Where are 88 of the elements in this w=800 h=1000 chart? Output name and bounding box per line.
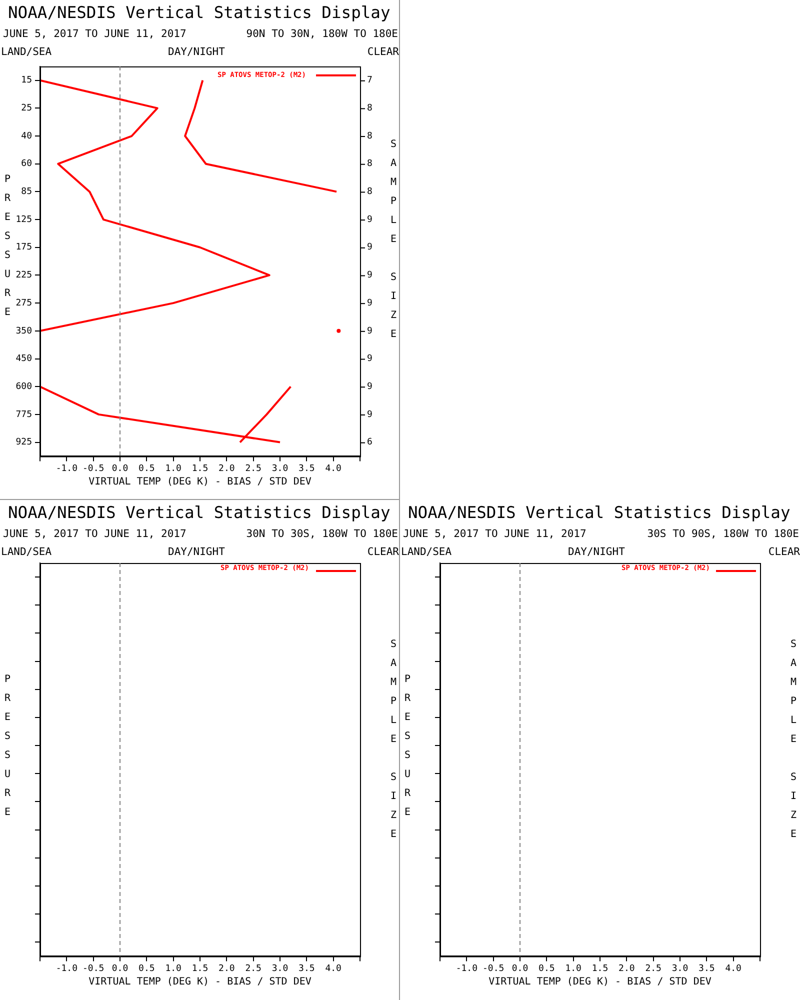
text: 7 xyxy=(367,76,372,86)
x-tick-label: 2.0 xyxy=(218,464,235,474)
x-tick-label: 3.5 xyxy=(298,464,315,474)
text: 9 xyxy=(367,298,372,308)
text: CLEAR xyxy=(367,46,399,58)
y-tick-label: 225 xyxy=(16,270,32,281)
text: LAND/SEA xyxy=(1,46,52,58)
x-tick-label: 1.5 xyxy=(192,964,208,974)
x-tick-label: 2.0 xyxy=(618,964,635,974)
y-tick-label: 450 xyxy=(16,354,32,364)
x-axis-title: VIRTUAL TEMP (DEG K) - BIAS / STD DEV xyxy=(88,476,312,488)
chart-title: NOAA/NESDIS Vertical Statistics Display xyxy=(8,3,390,22)
x-tick-label: 0.5 xyxy=(538,964,555,974)
y2-axis-title: SAMPLE SIZE xyxy=(788,639,799,848)
chart-subtitle: JUNE 5, 2017 TO JUNE 11, 2017 xyxy=(3,28,186,40)
text: LAND/SEA xyxy=(1,546,52,558)
y-tick-label: 85 xyxy=(21,187,32,198)
y-tick-label: 275 xyxy=(16,298,32,308)
x-tick-label: -1.0 xyxy=(56,464,78,474)
x-tick-label: 3.0 xyxy=(672,964,688,974)
y2-axis-title: SAMPLE SIZE xyxy=(388,139,399,348)
x-tick-label: 2.5 xyxy=(245,964,262,974)
x-tick-label: 2.5 xyxy=(245,464,262,474)
x-tick-label: 0.5 xyxy=(138,464,155,474)
x-tick-label: 4.0 xyxy=(325,464,342,474)
x-tick-label: 0.0 xyxy=(512,964,528,974)
x-tick-label: 1.0 xyxy=(165,964,182,974)
x-tick-label: 3.0 xyxy=(272,464,288,474)
text: 8 xyxy=(367,187,372,198)
text: 30N TO 30S, 180W TO 180E xyxy=(246,528,398,540)
x-tick-label: -0.5 xyxy=(482,964,504,974)
text: 9 xyxy=(367,382,372,392)
text: CLEAR xyxy=(768,546,800,558)
y-axis-title: PRESSURE xyxy=(2,174,13,326)
x-tick-label: -0.5 xyxy=(82,464,104,474)
x-tick-label: 2.0 xyxy=(218,964,235,974)
y-tick-label: 600 xyxy=(16,382,32,392)
y-tick-label: 25 xyxy=(21,104,32,114)
y-tick-label: 40 xyxy=(21,131,32,142)
text: 9 xyxy=(367,326,372,336)
x-tick-label: -1.0 xyxy=(456,964,478,974)
text: 9 xyxy=(367,214,372,225)
text: DAY/NIGHT xyxy=(168,46,225,58)
text: CLEAR xyxy=(367,546,399,558)
text: 8 xyxy=(367,131,372,142)
y-tick-label: 350 xyxy=(16,326,32,336)
y-tick-label: 175 xyxy=(16,242,32,253)
chart-subtitle: JUNE 5, 2017 TO JUNE 11, 2017 xyxy=(3,528,186,540)
chart-subtitle: JUNE 5, 2017 TO JUNE 11, 2017 xyxy=(403,528,586,540)
x-tick-label: 0.0 xyxy=(112,964,128,974)
y-tick-label: 60 xyxy=(21,159,32,170)
x-tick-label: 3.5 xyxy=(698,964,715,974)
text: 9 xyxy=(367,270,372,281)
text: 30S TO 90S, 180W TO 180E xyxy=(647,528,799,540)
text: DAY/NIGHT xyxy=(168,546,225,558)
x-tick-label: 4.0 xyxy=(725,964,742,974)
x-tick-label: 2.5 xyxy=(645,964,662,974)
text: 9 xyxy=(367,242,372,253)
text: 9 xyxy=(367,410,372,420)
x-tick-label: 0.5 xyxy=(138,964,155,974)
x-axis-title: VIRTUAL TEMP (DEG K) - BIAS / STD DEV xyxy=(88,976,312,988)
x-tick-label: 4.0 xyxy=(325,964,342,974)
y-tick-label: 15 xyxy=(21,76,32,86)
text: 8 xyxy=(367,159,372,170)
text: DAY/NIGHT xyxy=(568,546,625,558)
y-tick-label: 125 xyxy=(16,214,32,225)
x-tick-label: 3.0 xyxy=(272,964,288,974)
y-tick-label: 775 xyxy=(16,410,32,420)
text: 9 xyxy=(367,354,372,364)
text: 8 xyxy=(367,104,372,114)
text: LAND/SEA xyxy=(401,546,452,558)
text: 6 xyxy=(367,438,372,448)
x-tick-label: 0.0 xyxy=(112,464,128,474)
x-axis-title: VIRTUAL TEMP (DEG K) - BIAS / STD DEV xyxy=(488,976,712,988)
x-tick-label: 1.0 xyxy=(565,964,582,974)
x-tick-label: 3.5 xyxy=(298,964,315,974)
x-tick-label: -0.5 xyxy=(82,964,104,974)
y-axis-title: PRESSURE xyxy=(2,674,13,826)
x-tick-label: -1.0 xyxy=(56,964,78,974)
chart-title: NOAA/NESDIS Vertical Statistics Display xyxy=(408,503,790,522)
y-tick-label: 925 xyxy=(16,438,32,448)
y2-axis-title: SAMPLE SIZE xyxy=(388,639,399,848)
y-axis-title: PRESSURE xyxy=(402,674,413,826)
x-tick-label: 1.5 xyxy=(592,964,608,974)
x-tick-label: 1.5 xyxy=(192,464,208,474)
chart-title: NOAA/NESDIS Vertical Statistics Display xyxy=(8,503,390,522)
text: 90N TO 30N, 180W TO 180E xyxy=(246,28,398,40)
x-tick-label: 1.0 xyxy=(165,464,182,474)
